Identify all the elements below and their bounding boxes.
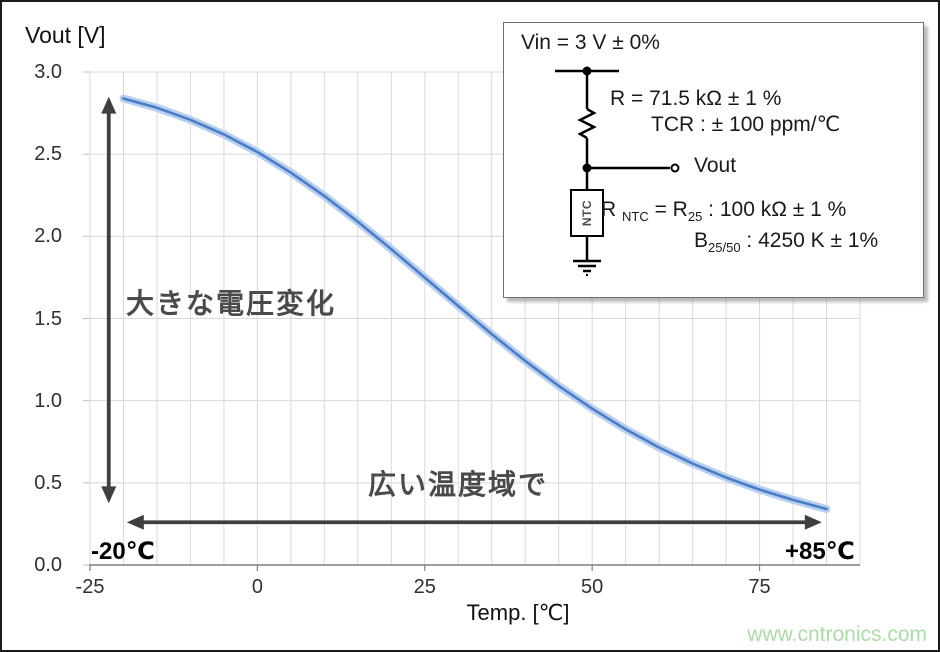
circuit-diagram: NTC <box>555 66 680 276</box>
x-tick-label: 25 <box>413 576 436 598</box>
voltage-range-arrow-head <box>101 486 117 504</box>
temperature-range-arrow-head <box>804 514 822 530</box>
x-axis-title: Temp. [℃] <box>466 600 570 625</box>
y-tick-label: 2.0 <box>34 225 62 248</box>
ntc-resistance-label: R NTC = R25 : 100 kΩ ± 1 % <box>601 198 847 225</box>
annotation-large-voltage-change: 大きな電圧変化 <box>126 288 337 319</box>
x-tick-label: 75 <box>748 576 771 598</box>
y-tick-label: 3.0 <box>34 61 62 83</box>
temperature-range-arrow-head <box>126 514 144 530</box>
voltage-range-arrow-head <box>101 96 117 114</box>
x-tick-label: 50 <box>581 576 604 598</box>
curve-vout-line <box>122 97 828 511</box>
ntc-component-label: NTC <box>580 200 594 226</box>
y-tick-label: 0.5 <box>34 471 62 494</box>
y-axis-title: Vout [V] <box>25 22 106 48</box>
y-tick-label: 1.0 <box>34 389 62 412</box>
circuit-inset-box: NTC Vin = 3 V ± 0% R = 71.5 kΩ ± 1 % TCR… <box>503 22 924 298</box>
watermark-text: www.cntronics.com <box>747 623 927 646</box>
tcr-label: TCR : ± 100 ppm/℃ <box>651 113 841 136</box>
resistor-symbol <box>577 107 597 140</box>
y-tick-label: 0.0 <box>34 554 62 576</box>
ntc-component-box <box>570 189 604 237</box>
x-tick-label: -25 <box>75 576 105 598</box>
annotation-high-temp-label: +85℃ <box>785 538 855 565</box>
x-tick-label: 0 <box>251 576 263 598</box>
y-tick-label: 1.5 <box>34 307 62 330</box>
annotation-low-temp-label: -20℃ <box>91 538 155 565</box>
vin-label: Vin = 3 V ± 0% <box>521 31 660 54</box>
vout-label: Vout <box>694 154 737 177</box>
series-resistor-label: R = 71.5 kΩ ± 1 % <box>610 87 782 110</box>
y-tick-label: 2.5 <box>34 143 62 166</box>
vout-terminal-circle <box>670 163 680 173</box>
b-constant-label: B25/50 : 4250 K ± 1% <box>694 229 879 256</box>
annotation-wide-temperature-range: 広い温度域で <box>368 469 549 500</box>
